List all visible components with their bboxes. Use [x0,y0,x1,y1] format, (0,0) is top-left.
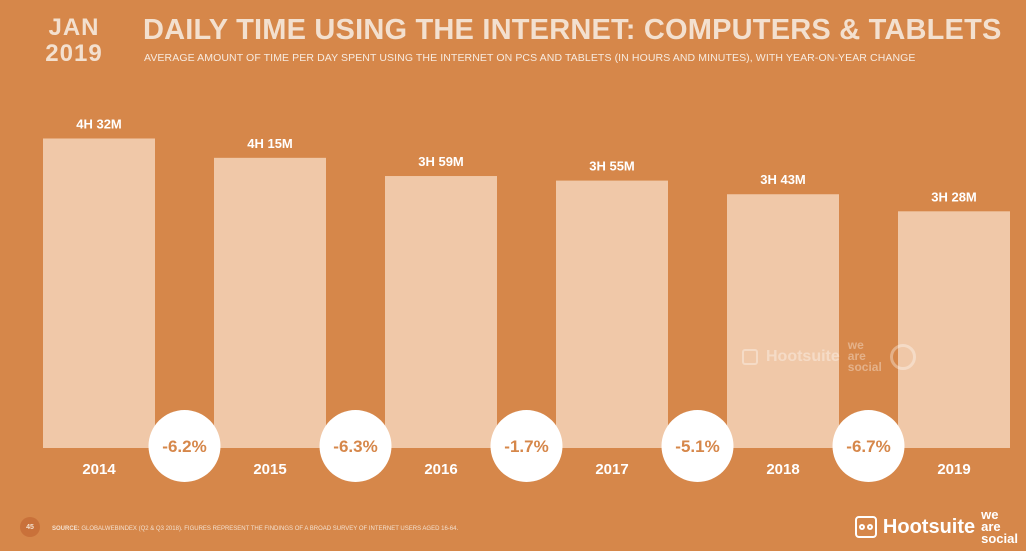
bar-2016 [385,176,497,448]
date-month: JAN [48,14,100,41]
data-label-2017: 3H 55M [589,159,635,174]
change-circle [832,410,905,482]
hootsuite-owl-icon [742,348,758,365]
bar-2014 [43,138,155,448]
change-label: -6.3% [333,437,377,456]
footer-brand: Hootsuite we are social [854,507,1018,546]
change-label: -6.7% [846,437,890,456]
watermark: Hootsuite we are social [742,338,916,374]
source-text: GLOBALWEBINDEX (Q2 & Q3 2018). FIGURES R… [81,526,459,532]
data-label-2018: 3H 43M [760,172,806,187]
footer: 45 SOURCE: GLOBALWEBINDEX (Q2 & Q3 2018)… [0,507,1026,551]
source-label: SOURCE: [52,526,80,532]
data-label-2016: 3H 59M [418,154,464,169]
globalwebindex-logo-icon [889,343,916,370]
category-label-2016: 2016 [424,461,457,478]
category-label-2018: 2018 [766,461,799,478]
watermark-hootsuite: Hootsuite [766,347,840,365]
change-circle [148,410,221,482]
chart-subtitle: AVERAGE AMOUNT OF TIME PER DAY SPENT USI… [144,52,916,64]
category-label-2015: 2015 [253,461,286,478]
source-note: SOURCE: GLOBALWEBINDEX (Q2 & Q3 2018). F… [52,526,458,532]
change-label: -1.7% [504,437,548,456]
data-label-2015: 4H 15M [247,136,293,151]
bar-2017 [556,180,668,448]
change-label: -6.2% [162,437,206,456]
change-circle [661,410,734,482]
category-label-2019: 2019 [937,461,970,478]
data-label-2014: 4H 32M [76,116,122,131]
date-badge: JAN 2019 [28,16,120,66]
chart-title: DAILY TIME USING THE INTERNET: COMPUTERS… [143,14,1002,46]
data-label-2019: 3H 28M [931,189,977,204]
change-circle [319,410,392,482]
page-number: 45 [20,517,40,537]
category-label-2014: 2014 [82,461,116,478]
watermark-we-are-social: we are social [847,338,882,374]
we-are-social-logo: we are social [981,507,1018,546]
change-circle [490,410,563,482]
hootsuite-logo-text: Hootsuite [882,515,976,538]
bar-2015 [214,157,326,449]
category-label-2017: 2017 [595,461,628,478]
change-label: -5.1% [675,437,719,456]
hootsuite-owl-icon [854,516,877,538]
bar-2019 [898,211,1010,448]
bar-2018 [727,194,839,448]
date-year: 2019 [45,40,103,67]
